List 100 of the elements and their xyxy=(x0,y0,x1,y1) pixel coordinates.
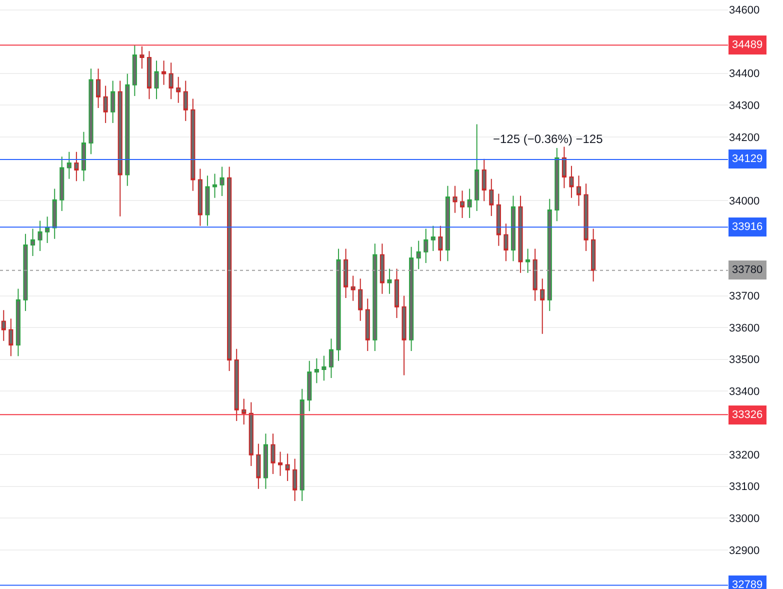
candlestick xyxy=(278,451,283,476)
candlestick xyxy=(430,225,436,252)
candlestick xyxy=(103,85,108,124)
candlestick xyxy=(118,80,122,217)
candlestick xyxy=(591,228,596,282)
candlestick xyxy=(452,185,458,214)
candlestick xyxy=(496,193,501,246)
candlestick xyxy=(438,225,443,262)
candlestick xyxy=(234,348,239,422)
y-tick-label: 34400 xyxy=(729,68,760,80)
candlestick xyxy=(263,433,268,490)
candlestick xyxy=(322,355,326,382)
candlestick xyxy=(402,295,406,376)
candlestick xyxy=(445,185,450,262)
candlestick xyxy=(60,156,64,212)
candlestick xyxy=(227,166,232,372)
candlestick xyxy=(16,288,20,357)
candlestick xyxy=(220,166,224,197)
candlestick xyxy=(285,453,290,482)
candlestick xyxy=(292,458,298,502)
y-tick-label: 32900 xyxy=(729,544,760,557)
candlestick xyxy=(38,220,42,252)
ref-line-label: 34129 xyxy=(732,153,763,165)
candlestick xyxy=(110,80,116,124)
candlestick xyxy=(474,124,480,212)
candlestick xyxy=(380,243,384,294)
candlestick xyxy=(198,168,202,226)
candlestick xyxy=(300,388,304,502)
ref-line-label: 32789 xyxy=(732,579,763,589)
candlestick xyxy=(365,298,370,352)
candlestick xyxy=(328,338,334,379)
candlestick xyxy=(132,44,137,96)
candlestick xyxy=(409,246,414,352)
y-tick-label: 33100 xyxy=(729,481,760,494)
candlestick xyxy=(554,148,560,222)
candlestick xyxy=(416,240,421,270)
candlestick xyxy=(242,398,246,425)
candlestick xyxy=(482,158,486,202)
candlestick xyxy=(394,268,400,319)
candlestick xyxy=(424,228,428,264)
candlestick xyxy=(146,50,152,100)
candlestick xyxy=(576,175,582,206)
candlestick xyxy=(248,402,254,467)
annotation: −125 (−0.36%) −125 xyxy=(493,132,604,146)
y-tick-label: 34000 xyxy=(729,195,760,208)
candlestick xyxy=(540,278,545,334)
candlestick xyxy=(510,195,516,262)
candlestick xyxy=(307,360,312,412)
candlestick xyxy=(532,248,538,302)
candlestick xyxy=(96,68,101,109)
candlestick xyxy=(358,278,363,322)
y-tick-label: 33500 xyxy=(729,354,760,366)
y-tick-label: 33700 xyxy=(729,290,760,303)
candlestick xyxy=(518,195,523,274)
candlestick xyxy=(45,216,50,244)
candlestick xyxy=(125,73,130,186)
ref-line-label: 34489 xyxy=(732,39,763,51)
candlestick xyxy=(270,433,276,474)
candlestick xyxy=(350,275,356,302)
candlestick xyxy=(168,62,174,100)
y-tick-label: 33200 xyxy=(729,449,760,462)
candlestick xyxy=(183,80,188,122)
candlestick xyxy=(140,46,144,70)
candlestick xyxy=(344,248,348,298)
candlestick xyxy=(460,190,465,218)
ref-line-label: 33326 xyxy=(732,409,763,421)
candlestick xyxy=(504,223,508,262)
candlestick xyxy=(30,228,36,257)
candlestick xyxy=(8,318,14,357)
candlestick xyxy=(205,175,210,226)
candlestick xyxy=(23,233,28,312)
ref-line-label: 33780 xyxy=(732,264,763,276)
candlestick xyxy=(584,183,588,252)
candlestick xyxy=(547,198,552,312)
candlestick xyxy=(52,188,57,240)
y-tick-label: 33400 xyxy=(729,386,760,398)
candlestick xyxy=(88,68,94,155)
y-tick-label: 33600 xyxy=(729,322,760,334)
candlestick xyxy=(387,268,392,294)
candlestick xyxy=(154,60,159,100)
candlestick xyxy=(562,146,566,189)
candlestick xyxy=(569,165,574,198)
y-tick-label: 33000 xyxy=(729,513,760,525)
candlestick xyxy=(74,151,79,182)
candlestick xyxy=(489,178,494,217)
candlestick xyxy=(176,76,181,104)
candlestick xyxy=(81,131,86,182)
candlestick xyxy=(190,98,196,192)
ref-line-label: 33916 xyxy=(732,221,763,233)
y-tick-label: 34300 xyxy=(729,100,760,112)
candlestick xyxy=(526,248,530,274)
candlestick xyxy=(1,310,6,342)
candlestick xyxy=(467,188,472,218)
candlestick xyxy=(314,358,319,384)
candlestick xyxy=(256,443,261,490)
y-tick-label: 34200 xyxy=(729,132,760,144)
candlestick xyxy=(336,248,341,362)
candlestick xyxy=(66,151,72,180)
candlestick xyxy=(212,173,218,198)
candlestick xyxy=(372,243,378,352)
